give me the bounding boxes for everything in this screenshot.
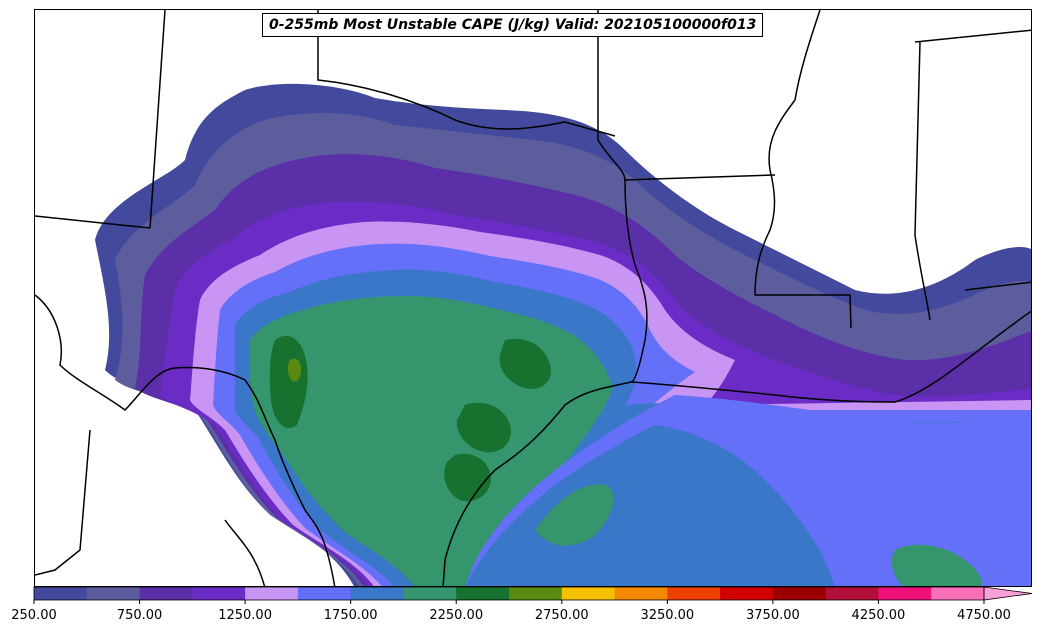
mississippi-river: [754, 10, 852, 329]
nm-ok-border: [149, 10, 166, 229]
mexico-border-west: [35, 429, 91, 576]
ar-border: [597, 10, 776, 181]
colorbar-segment: [614, 587, 668, 600]
colorbar-segment: [34, 587, 88, 600]
colorbar-segment: [139, 587, 193, 600]
colorbar-segments: [33, 586, 1033, 601]
cape-map: [35, 10, 1031, 586]
fl-border: [964, 281, 1031, 291]
rio-grande: [35, 294, 336, 586]
map-title: 0-255mb Most Unstable CAPE (J/kg) Valid:…: [269, 17, 757, 33]
colorbar-segment: [825, 587, 879, 600]
colorbar-segment: [350, 587, 404, 600]
colorbar-ticks: 250.00 750.00 1250.00 1750.00 2250.00 2750.00…: [11, 600, 1011, 623]
colorbar-segment: [878, 587, 932, 600]
cape-band-2250: [269, 335, 551, 502]
al-ga-border: [914, 29, 1031, 43]
colorbar-segment: [245, 587, 299, 600]
colorbar-tick-label: 2250.00: [429, 608, 483, 623]
colorbar-tick-label: 4250.00: [852, 608, 906, 623]
colorbar-segment: [509, 587, 563, 600]
colorbar-tick-label: 1750.00: [324, 608, 378, 623]
colorbar-tick-label: 3750.00: [746, 608, 800, 623]
tx-panhandle-north: [35, 215, 151, 229]
gulf-inner: [465, 425, 835, 586]
gulf-green: [535, 484, 982, 586]
colorbar-tick-label: 4750.00: [957, 608, 1011, 623]
cape-band-2500: [287, 358, 301, 382]
map-panel: [34, 9, 1032, 587]
mexico-inner: [224, 519, 266, 586]
colorbar: 250.00 750.00 1250.00 1750.00 2250.00 2750.00…: [11, 586, 1033, 623]
colorbar-segment: [772, 587, 827, 600]
colorbar-tick-label: 250.00: [11, 608, 57, 623]
colorbar-segment: [667, 587, 721, 600]
colorbar-tick-label: 3250.00: [640, 608, 694, 623]
colorbar-segment: [456, 587, 510, 600]
map-title-box: 0-255mb Most Unstable CAPE (J/kg) Valid:…: [262, 13, 764, 37]
tx-coast: [442, 381, 632, 586]
colorbar-outline: [33, 586, 985, 601]
colorbar-extension: [983, 586, 1033, 601]
colorbar-segment: [561, 587, 616, 600]
colorbar-segment: [931, 587, 985, 600]
ms-al-border: [914, 41, 931, 321]
la-coast: [630, 310, 1031, 403]
colorbar-segment: [86, 587, 141, 600]
cape-fill: [95, 83, 1031, 586]
colorbar-segment: [192, 587, 246, 600]
colorbar-segment: [403, 587, 457, 600]
colorbar-tick-label: 750.00: [117, 608, 163, 623]
colorbar-tick-label: 1250.00: [218, 608, 272, 623]
colorbar-segment: [720, 587, 774, 600]
state-borders: [35, 10, 1031, 586]
colorbar-tick-label: 2750.00: [535, 608, 589, 623]
tx-la-border: [624, 179, 648, 383]
colorbar-segment: [297, 587, 352, 600]
ok-tx-border: [317, 10, 616, 137]
